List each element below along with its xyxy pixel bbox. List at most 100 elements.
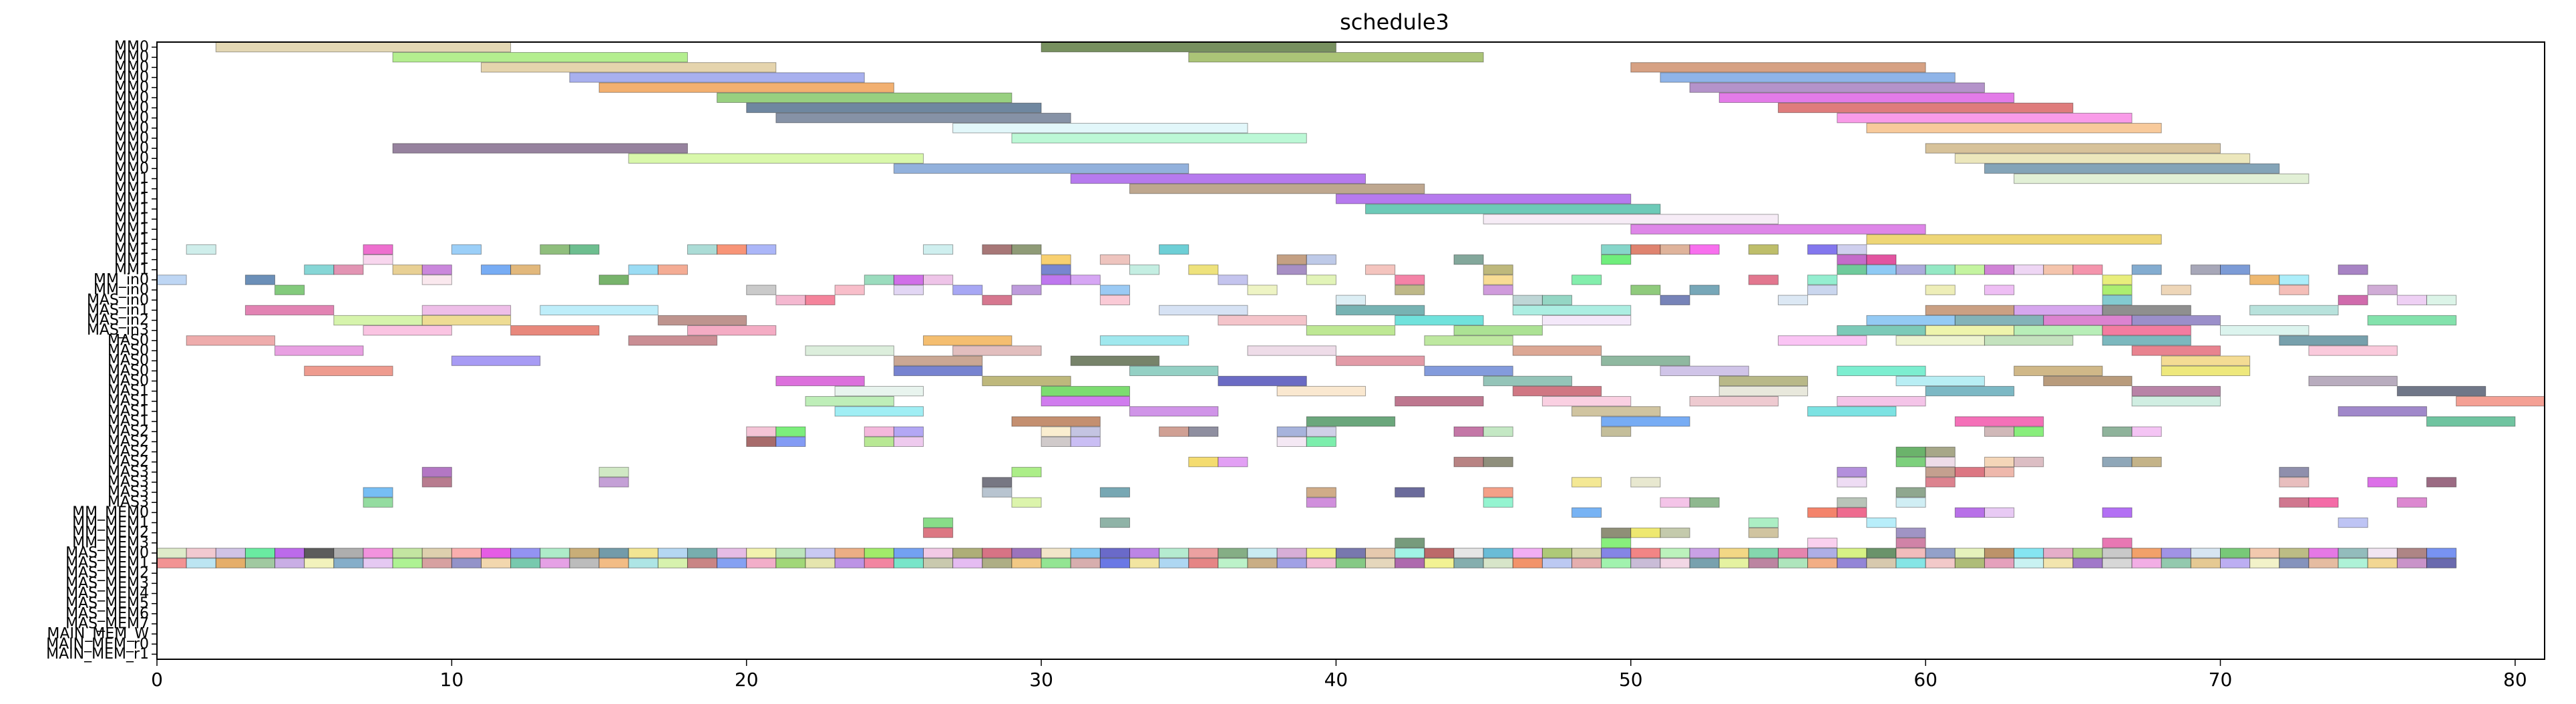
memory-slot — [569, 548, 600, 558]
memory-slot — [2161, 558, 2191, 568]
task-bar — [1954, 315, 2044, 326]
task-bar — [1954, 507, 1985, 518]
task-bar — [1837, 365, 1926, 376]
task-bar — [2367, 285, 2398, 295]
memory-slot — [2396, 558, 2427, 568]
task-bar — [1218, 456, 1248, 468]
memory-slot — [1099, 548, 1130, 558]
task-bar — [363, 244, 393, 255]
task-bar — [1954, 265, 1985, 275]
memory-slot — [687, 548, 718, 558]
task-bar — [1954, 416, 2044, 427]
task-bar — [1689, 82, 1985, 93]
y-tick-label: MM1 — [114, 170, 149, 187]
task-bar — [1601, 355, 1690, 366]
memory-slot — [1630, 548, 1661, 558]
task-bar — [893, 163, 1189, 174]
memory-slot — [215, 558, 246, 568]
task-bar — [1660, 527, 1690, 538]
task-bar — [746, 426, 777, 437]
task-bar — [363, 487, 393, 498]
y-tick-label: MM_in0 — [94, 271, 149, 288]
task-bar — [2338, 406, 2427, 417]
task-bar — [1041, 275, 1071, 285]
task-bar — [363, 325, 452, 336]
task-bar — [1276, 254, 1307, 265]
task-bar — [1395, 275, 1425, 285]
task-bar — [628, 153, 924, 164]
task-bar — [1099, 487, 1130, 498]
memory-slot — [1837, 558, 1867, 568]
task-bar — [2456, 396, 2545, 407]
task-bar — [2102, 275, 2133, 285]
memory-slot — [1483, 548, 1513, 558]
y-tick-label: MM1 — [114, 251, 149, 268]
task-bar — [1630, 224, 1926, 234]
task-bar — [2014, 173, 2310, 184]
y-tick-label: MAS0 — [108, 353, 149, 369]
task-bar — [1895, 446, 1926, 458]
task-bar — [1925, 325, 2015, 336]
y-tick-label: MAS3 — [108, 484, 149, 501]
task-bar — [1954, 467, 1985, 478]
y-tick-label: MAS1 — [108, 383, 149, 399]
task-bar — [2338, 517, 2368, 528]
memory-slot — [1718, 558, 1749, 568]
memory-slot — [1011, 548, 1042, 558]
memory-slot — [2308, 548, 2339, 558]
task-bar — [1925, 285, 1956, 295]
memory-slot — [1601, 558, 1632, 568]
task-bar — [598, 477, 629, 488]
task-bar — [2102, 295, 2133, 305]
task-bar — [805, 295, 836, 305]
memory-slot — [1748, 548, 1779, 558]
memory-slot — [392, 548, 423, 558]
task-bar — [2249, 275, 2280, 285]
task-bar — [1512, 345, 1602, 356]
memory-slot — [1925, 548, 1956, 558]
y-tick-label: MM0 — [114, 90, 149, 106]
memory-slot — [1954, 548, 1985, 558]
task-bar — [1129, 365, 1219, 376]
y-tick-label: MM1 — [114, 261, 149, 278]
task-bar — [1041, 436, 1071, 448]
task-bar — [2102, 335, 2191, 346]
memory-slot — [717, 558, 747, 568]
task-bar — [1837, 265, 1867, 275]
task-bar — [2279, 467, 2310, 478]
task-bar — [687, 325, 777, 336]
task-bar — [864, 436, 894, 448]
memory-slot — [2072, 558, 2103, 568]
y-tick-label: MAS2 — [108, 433, 149, 450]
task-bar — [1984, 265, 2015, 275]
memory-slot — [1866, 558, 1897, 568]
task-bar — [2279, 285, 2310, 295]
memory-slot — [421, 548, 452, 558]
task-bar — [1925, 467, 1956, 478]
y-tick-label: MM0 — [114, 130, 149, 146]
task-bar — [982, 487, 1013, 498]
y-tick-label: MM1 — [114, 180, 149, 197]
task-bar — [1218, 375, 1307, 387]
memory-slot — [1453, 558, 1484, 568]
task-bar — [775, 375, 865, 387]
memory-slot — [2190, 548, 2221, 558]
task-bar — [1070, 173, 1366, 184]
y-tick-label: MM0 — [114, 69, 149, 86]
task-bar — [1483, 497, 1513, 508]
task-bar — [1276, 426, 1307, 437]
task-bar — [1453, 325, 1543, 336]
task-bar — [1895, 538, 1926, 548]
task-bar — [982, 295, 1013, 305]
task-bar — [1866, 315, 1956, 326]
memory-slot — [1306, 548, 1336, 558]
memory-slot — [2131, 558, 2162, 568]
memory-slot — [1276, 548, 1307, 558]
y-tick-label: MAIN_MEM_r0 — [46, 636, 149, 653]
task-bar — [1512, 305, 1632, 316]
task-bar — [1483, 375, 1573, 387]
y-tick-label: MAS2 — [108, 423, 149, 440]
memory-slot — [510, 558, 541, 568]
task-bar — [1837, 477, 1867, 488]
memory-slot — [923, 558, 954, 568]
